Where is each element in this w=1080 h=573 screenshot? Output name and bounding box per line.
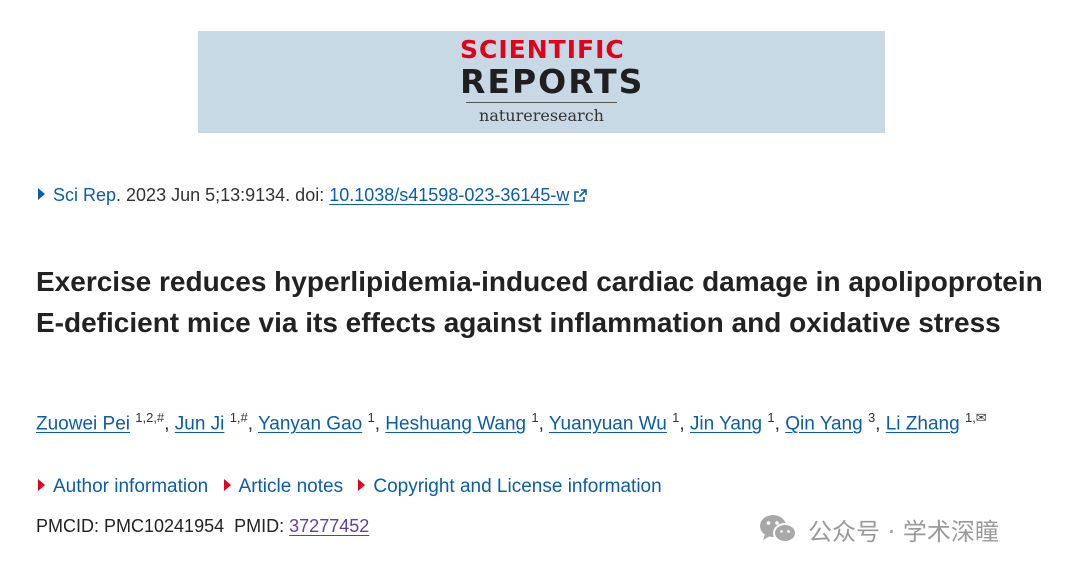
author-affiliation: 1 xyxy=(767,410,775,425)
author-link[interactable]: Li Zhang xyxy=(885,413,960,435)
expand-triangle-icon xyxy=(223,479,231,491)
article-info-toggles: Author information Article notes Copyrig… xyxy=(38,476,672,498)
copyright-toggle[interactable]: Copyright and License information xyxy=(358,476,662,497)
logo-line-reports: REPORTS xyxy=(460,62,645,101)
article-title: Exercise reduces hyperlipidemia-induced … xyxy=(36,266,1043,338)
author-link[interactable]: Jin Yang xyxy=(689,413,763,435)
watermark-text: 公众号 · 学术深瞳 xyxy=(808,517,999,546)
author-link[interactable]: Yanyan Gao xyxy=(257,413,363,435)
author-list: Zuowei Pei 1,2,#, Jun Ji 1,#, Yanyan Gao… xyxy=(36,410,987,435)
article-notes-toggle[interactable]: Article notes xyxy=(223,476,344,497)
wechat-icon xyxy=(760,515,797,543)
author-link[interactable]: Heshuang Wang xyxy=(385,413,527,435)
pmid-label: PMID: xyxy=(234,516,285,536)
logo-divider xyxy=(466,102,617,103)
author-affiliation: 1,2,# xyxy=(135,410,165,425)
citation-line: Sci Rep. 2023 Jun 5;13:9134. doi: 10.103… xyxy=(38,185,588,206)
author-affiliation: 1 xyxy=(672,410,680,425)
author-link[interactable]: Yuanyuan Wu xyxy=(548,413,667,435)
expand-triangle-icon xyxy=(38,479,45,491)
journal-banner: SCIENTIFIC REPORTS natureresearch xyxy=(198,31,885,133)
copyright-label: Copyright and License information xyxy=(373,476,662,497)
author-link[interactable]: Jun Ji xyxy=(174,413,225,435)
logo-line-natureresearch: natureresearch xyxy=(479,106,604,125)
author-affiliation: 1 xyxy=(367,410,375,425)
expand-triangle-icon[interactable] xyxy=(38,188,45,200)
watermark: 公众号 · 学术深瞳 xyxy=(758,512,999,546)
external-link-icon[interactable] xyxy=(573,188,588,203)
citation-details: . 2023 Jun 5;13:9134. doi: xyxy=(116,185,330,205)
author-affiliation: 3 xyxy=(867,410,876,425)
author-affiliation: 1,✉ xyxy=(964,410,987,425)
article-identifiers: PMCID: PMC10241954 PMID: 37277452 xyxy=(36,516,369,537)
author-link[interactable]: Qin Yang xyxy=(785,413,863,435)
author-information-label: Author information xyxy=(53,476,209,497)
pmcid-label: PMCID: xyxy=(36,516,99,536)
doi-link[interactable]: 10.1038/s41598-023-36145-w xyxy=(329,185,570,205)
author-affiliation: 1 xyxy=(531,410,539,425)
pmcid-value: PMC10241954 xyxy=(104,516,225,536)
author-information-toggle[interactable]: Author information xyxy=(38,476,208,497)
journal-link[interactable]: Sci Rep xyxy=(53,185,117,205)
author-link[interactable]: Zuowei Pei xyxy=(36,413,130,435)
pmid-link[interactable]: 37277452 xyxy=(289,516,370,536)
article-notes-label: Article notes xyxy=(238,476,344,497)
expand-triangle-icon xyxy=(358,479,366,491)
journal-logo: SCIENTIFIC REPORTS natureresearch xyxy=(460,35,645,125)
logo-line-scientific: SCIENTIFIC xyxy=(460,35,625,64)
author-affiliation: 1,# xyxy=(229,410,248,425)
